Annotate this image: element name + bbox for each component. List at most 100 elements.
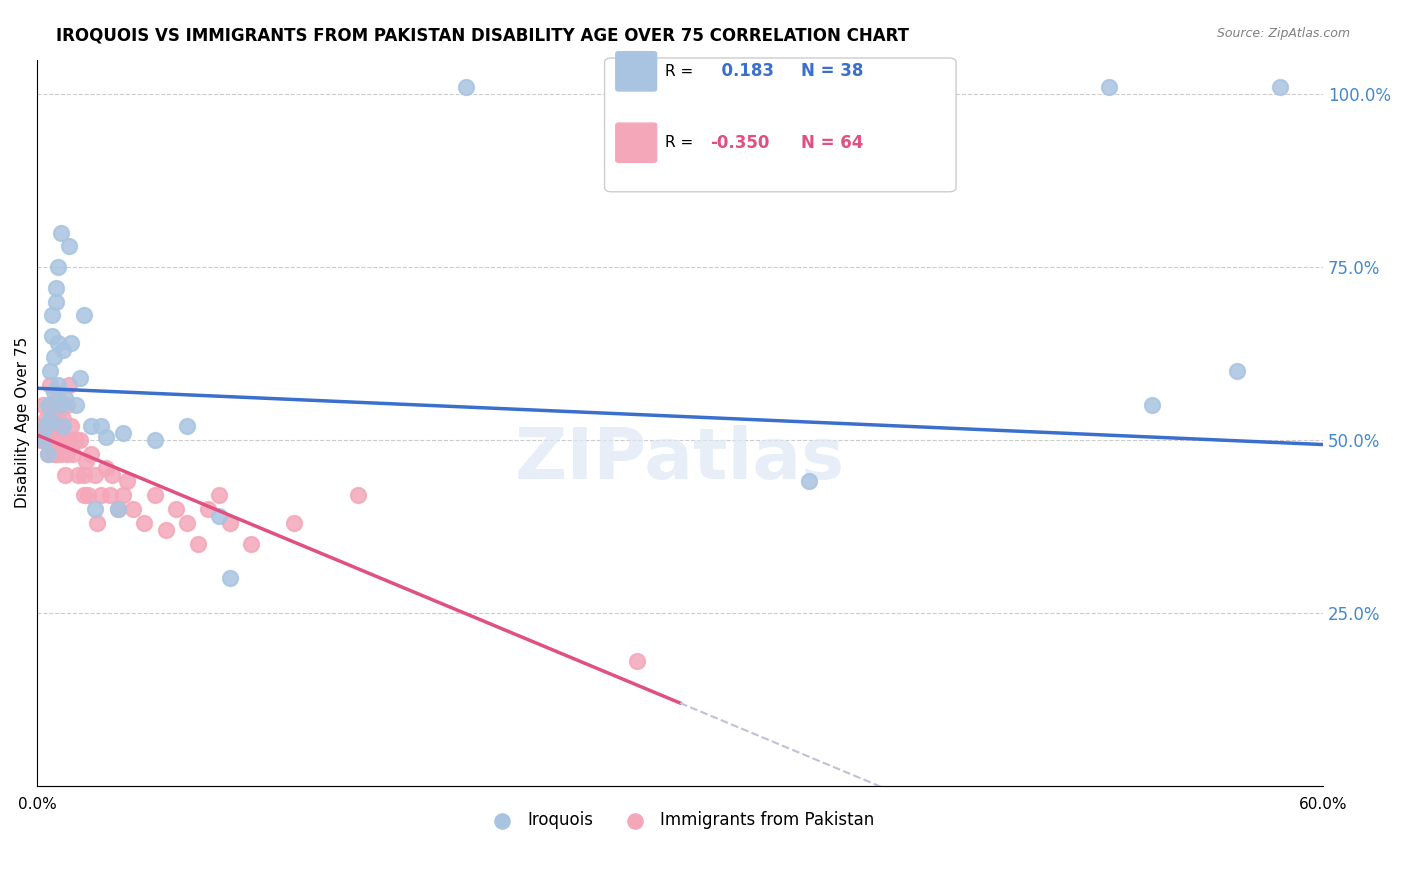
- Point: [32, 398, 55, 412]
- Point: [48, 336, 70, 351]
- Point: [58, 433, 80, 447]
- Point: [32, 433, 55, 447]
- Point: [115, 475, 138, 489]
- Point: [73, 467, 96, 482]
- Point: [56, 447, 79, 461]
- Text: R =: R =: [665, 64, 693, 78]
- Point: [38, 398, 60, 412]
- Text: N = 64: N = 64: [801, 134, 863, 152]
- Point: [45, 294, 67, 309]
- Point: [111, 488, 134, 502]
- Point: [797, 475, 820, 489]
- Point: [86, 516, 108, 530]
- Point: [77, 488, 100, 502]
- Point: [134, 516, 156, 530]
- Point: [218, 516, 240, 530]
- Point: [73, 309, 96, 323]
- Point: [37, 419, 59, 434]
- Text: -0.350: -0.350: [710, 134, 769, 152]
- Point: [208, 509, 231, 524]
- Point: [53, 467, 76, 482]
- Point: [90, 488, 112, 502]
- Text: 0.183: 0.183: [710, 62, 775, 80]
- Point: [176, 419, 198, 434]
- Point: [38, 412, 60, 426]
- Point: [41, 309, 63, 323]
- Point: [41, 412, 63, 426]
- Point: [143, 488, 166, 502]
- Point: [49, 226, 72, 240]
- Point: [79, 419, 101, 434]
- Point: [65, 398, 87, 412]
- Point: [165, 502, 187, 516]
- Point: [155, 523, 177, 537]
- Point: [42, 447, 65, 461]
- Point: [73, 488, 96, 502]
- Point: [62, 447, 84, 461]
- Point: [122, 502, 145, 516]
- Point: [52, 419, 75, 434]
- Point: [197, 502, 219, 516]
- Point: [176, 516, 198, 530]
- Point: [38, 377, 60, 392]
- Point: [42, 384, 65, 399]
- Text: R =: R =: [665, 136, 693, 150]
- Point: [187, 537, 209, 551]
- Point: [34, 433, 56, 447]
- Point: [283, 516, 305, 530]
- Point: [143, 433, 166, 447]
- Text: IROQUOIS VS IMMIGRANTS FROM PAKISTAN DISABILITY AGE OVER 75 CORRELATION CHART: IROQUOIS VS IMMIGRANTS FROM PAKISTAN DIS…: [56, 27, 910, 45]
- Point: [75, 454, 97, 468]
- Point: [52, 433, 75, 447]
- Point: [48, 433, 70, 447]
- Point: [48, 392, 70, 406]
- Point: [34, 412, 56, 426]
- Point: [107, 502, 129, 516]
- Point: [45, 419, 67, 434]
- Point: [90, 419, 112, 434]
- Point: [41, 433, 63, 447]
- Point: [626, 654, 648, 668]
- Point: [37, 447, 59, 461]
- Point: [1270, 80, 1292, 95]
- Point: [45, 281, 67, 295]
- Text: ZIPatlas: ZIPatlas: [515, 425, 845, 493]
- Point: [30, 433, 52, 447]
- Point: [1140, 398, 1163, 412]
- Point: [66, 467, 89, 482]
- Point: [45, 447, 67, 461]
- Point: [240, 537, 263, 551]
- Point: [53, 392, 76, 406]
- Point: [69, 433, 91, 447]
- Point: [52, 343, 75, 357]
- Point: [42, 419, 65, 434]
- Point: [1098, 80, 1121, 95]
- Text: Source: ZipAtlas.com: Source: ZipAtlas.com: [1216, 27, 1350, 40]
- Point: [605, 80, 627, 95]
- Point: [42, 398, 65, 412]
- Point: [37, 447, 59, 461]
- Point: [83, 502, 105, 516]
- Point: [60, 419, 83, 434]
- Point: [34, 419, 56, 434]
- Point: [94, 429, 117, 443]
- Legend: Iroquois, Immigrants from Pakistan: Iroquois, Immigrants from Pakistan: [479, 805, 882, 836]
- Point: [48, 377, 70, 392]
- Point: [56, 398, 79, 412]
- Point: [111, 426, 134, 441]
- Point: [1226, 364, 1249, 378]
- Point: [32, 419, 55, 434]
- Y-axis label: Disability Age Over 75: Disability Age Over 75: [15, 337, 30, 508]
- Point: [48, 412, 70, 426]
- Point: [48, 260, 70, 274]
- Point: [454, 80, 477, 95]
- Point: [208, 488, 231, 502]
- Point: [60, 336, 83, 351]
- Point: [101, 467, 124, 482]
- Point: [107, 502, 129, 516]
- Point: [49, 398, 72, 412]
- Point: [42, 350, 65, 364]
- Point: [347, 488, 370, 502]
- Point: [83, 467, 105, 482]
- Point: [38, 433, 60, 447]
